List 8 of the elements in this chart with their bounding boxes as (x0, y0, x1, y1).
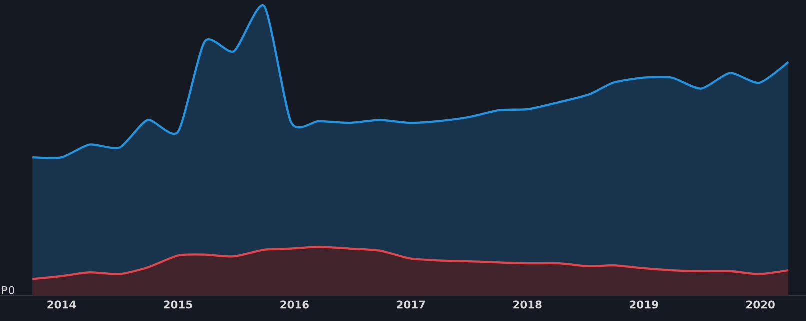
x-tick-label: 2018 (514, 300, 542, 309)
x-tick-label: 2014 (48, 300, 76, 309)
x-tick-label: 2015 (164, 300, 192, 309)
annotation: ₱0 (2, 286, 14, 294)
x-tick-label: 2016 (280, 300, 309, 309)
x-tick-label: 2020 (746, 300, 775, 309)
x-tick-label: 2019 (630, 300, 658, 309)
x-tick-label: 2017 (397, 300, 426, 309)
